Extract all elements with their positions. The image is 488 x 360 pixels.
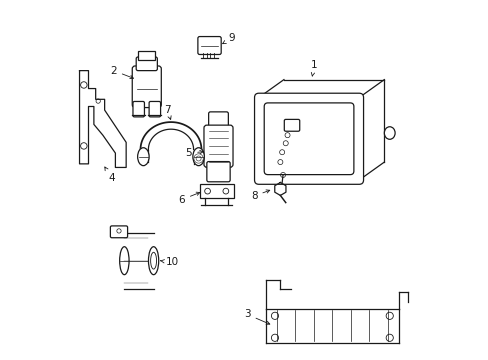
FancyBboxPatch shape xyxy=(254,93,363,184)
FancyBboxPatch shape xyxy=(284,120,299,131)
FancyBboxPatch shape xyxy=(132,66,161,108)
Ellipse shape xyxy=(150,252,156,269)
FancyBboxPatch shape xyxy=(203,125,233,167)
Ellipse shape xyxy=(137,148,149,166)
Text: 8: 8 xyxy=(250,190,269,201)
Text: 3: 3 xyxy=(244,310,269,324)
FancyBboxPatch shape xyxy=(198,37,221,54)
Text: 2: 2 xyxy=(110,66,133,78)
FancyBboxPatch shape xyxy=(149,102,160,117)
FancyBboxPatch shape xyxy=(206,162,230,182)
Text: 6: 6 xyxy=(178,192,200,205)
Text: 5: 5 xyxy=(185,148,203,158)
FancyBboxPatch shape xyxy=(138,50,155,60)
Text: 4: 4 xyxy=(104,167,115,183)
Bar xyxy=(199,184,233,198)
Text: 7: 7 xyxy=(164,105,171,120)
FancyBboxPatch shape xyxy=(208,112,228,130)
Ellipse shape xyxy=(120,247,129,275)
FancyBboxPatch shape xyxy=(264,103,353,175)
Text: 10: 10 xyxy=(160,257,179,267)
Ellipse shape xyxy=(148,247,159,275)
Text: 9: 9 xyxy=(222,33,235,44)
FancyBboxPatch shape xyxy=(110,226,127,238)
Ellipse shape xyxy=(384,127,394,139)
Text: 1: 1 xyxy=(310,60,317,76)
Ellipse shape xyxy=(192,148,204,166)
FancyBboxPatch shape xyxy=(136,57,157,71)
FancyBboxPatch shape xyxy=(133,102,144,117)
